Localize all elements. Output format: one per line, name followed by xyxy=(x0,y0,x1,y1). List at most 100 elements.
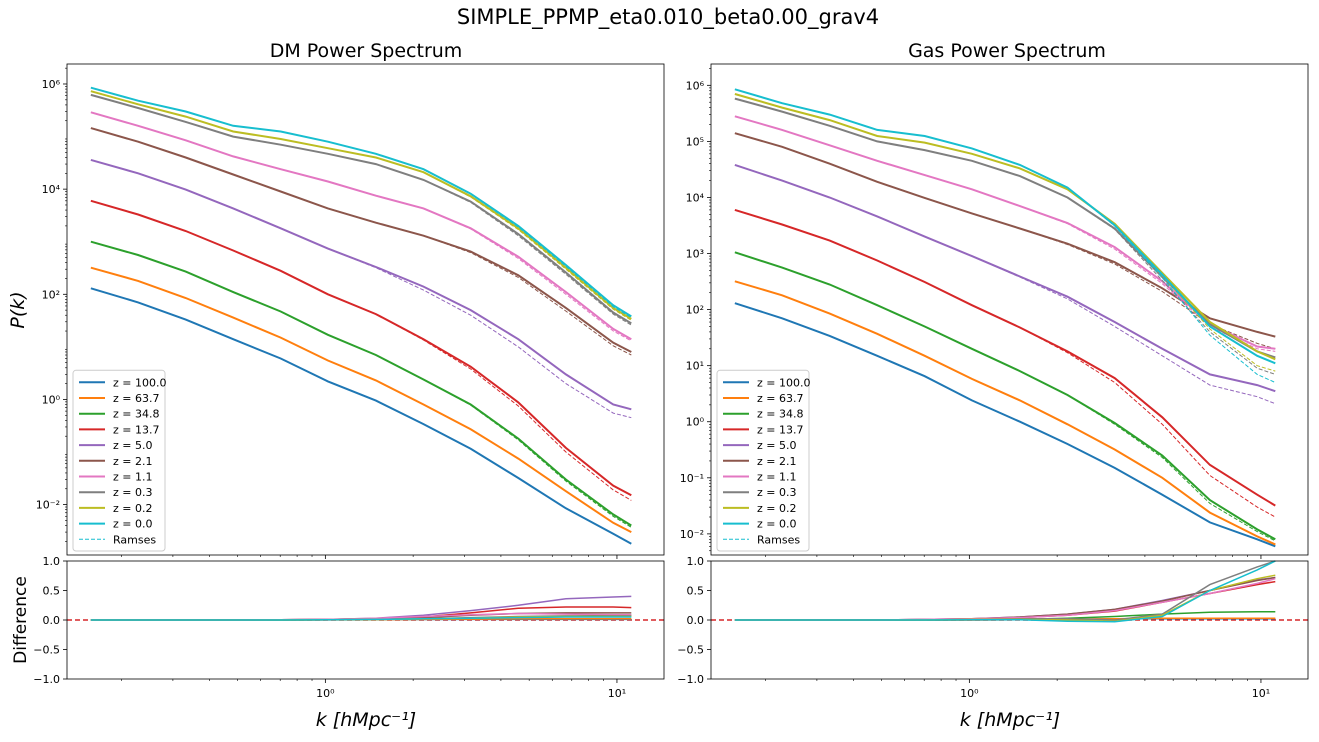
legend-label: z = 100.0 xyxy=(757,376,810,389)
y-tick-label: 10⁰ xyxy=(42,393,61,406)
y-tick-label: 10⁰ xyxy=(686,416,705,429)
panel-title-dm: DM Power Spectrum xyxy=(270,40,463,62)
y-tick-label: 10¹ xyxy=(686,360,704,373)
y-tick-label: 10⁻¹ xyxy=(680,472,704,485)
ramses-series-line xyxy=(90,287,632,545)
ramses-series-line xyxy=(90,241,632,528)
figure-suptitle: SIMPLE_PPMP_eta0.010_beta0.00_grav4 xyxy=(457,5,879,30)
legend-label: Ramses xyxy=(757,533,800,546)
y-tick-label: 10⁴ xyxy=(42,183,61,196)
plot-dm-difference: 1.0 0.5 0.0 −0.5 −1.0 10⁰ 10¹ xyxy=(33,555,665,700)
plot-frame xyxy=(66,560,665,680)
legend-label: z = 0.0 xyxy=(113,518,152,531)
plot-frame xyxy=(66,63,665,556)
plot-frame xyxy=(710,63,1309,556)
legend-label: z = 34.8 xyxy=(113,408,159,421)
y-tick-label: 1.0 xyxy=(687,555,705,568)
y-tick-label: −1.0 xyxy=(677,673,704,686)
y-tick-label: −1.0 xyxy=(33,673,60,686)
legend-label: z = 0.2 xyxy=(757,502,796,515)
y-tick-label: 10⁵ xyxy=(686,135,704,148)
series-line xyxy=(90,287,632,545)
series-line xyxy=(734,163,1276,393)
series-line xyxy=(734,251,1276,541)
x-tick-label: 10¹ xyxy=(608,687,626,700)
series-line xyxy=(90,86,632,318)
panel-title-gas: Gas Power Spectrum xyxy=(908,40,1106,62)
legend-label: z = 13.7 xyxy=(113,423,159,436)
y-tick-label: 1.0 xyxy=(43,555,61,568)
series-line xyxy=(90,93,632,325)
y-tick-label: 0.5 xyxy=(687,585,705,598)
series-line xyxy=(90,199,632,497)
series-line xyxy=(90,90,632,320)
legend: z = 100.0 z = 63.7 z = 34.8 z = 13.7 z = 5.0… xyxy=(72,369,166,552)
legend-label: z = 2.1 xyxy=(113,455,152,468)
legend-label: z = 0.2 xyxy=(113,502,152,515)
y-tick-label: 0.5 xyxy=(43,585,61,598)
y-tick-label: −0.5 xyxy=(33,644,60,657)
legend-label: z = 0.0 xyxy=(757,518,796,531)
y-tick-label: −0.5 xyxy=(677,644,704,657)
series-line xyxy=(734,97,1276,359)
ramses-series-line xyxy=(734,93,1276,372)
legend-label: z = 63.7 xyxy=(757,392,803,405)
y-tick-label: 10⁻² xyxy=(680,528,704,541)
series-line xyxy=(734,88,1276,365)
y-tick-label: 10² xyxy=(42,288,60,301)
plot-frame xyxy=(710,560,1309,680)
y-tick-label: 10² xyxy=(686,304,704,317)
y-tick-label: 10⁴ xyxy=(686,191,705,204)
ramses-series-line xyxy=(90,94,632,326)
legend-label: z = 13.7 xyxy=(757,423,803,436)
y-tick-label: 10⁶ xyxy=(42,78,61,91)
legend-label: z = 0.3 xyxy=(113,486,152,499)
legend-label: z = 2.1 xyxy=(757,455,796,468)
series-line xyxy=(734,560,1276,621)
series-line xyxy=(90,240,632,527)
legend-label: z = 5.0 xyxy=(113,439,152,452)
ramses-series-line xyxy=(90,200,632,501)
legend-label: z = 5.0 xyxy=(757,439,796,452)
ramses-series-line xyxy=(734,251,1276,542)
series-line xyxy=(734,302,1276,548)
legend-box xyxy=(72,369,166,552)
x-tick-label: 10⁰ xyxy=(316,687,335,700)
y-tick-label: 0.0 xyxy=(43,614,61,627)
legend-label: z = 1.1 xyxy=(113,471,152,484)
ramses-series-line xyxy=(90,90,632,321)
series-line xyxy=(734,208,1276,507)
legend-label: z = 0.3 xyxy=(757,486,796,499)
series-line xyxy=(734,280,1276,546)
ramses-series-line xyxy=(90,127,632,356)
y-axis-label-difference: Difference xyxy=(11,576,31,664)
series-line xyxy=(90,158,632,411)
x-axis-label-left: k [hMpc⁻¹] xyxy=(316,709,416,731)
plot-gas-difference: 1.0 0.5 0.0 −0.5 −1.0 10⁰ 10¹ xyxy=(677,555,1309,700)
series-line xyxy=(734,580,1276,621)
legend-label: z = 34.8 xyxy=(757,408,803,421)
series-line xyxy=(734,560,1276,623)
series-line xyxy=(90,127,632,353)
series-line xyxy=(734,93,1276,361)
legend-label: z = 100.0 xyxy=(113,376,166,389)
y-tick-label: 10³ xyxy=(686,248,704,261)
legend-label: Ramses xyxy=(113,533,156,546)
legend: z = 100.0 z = 63.7 z = 34.8 z = 13.7 z = 5.0… xyxy=(716,369,810,552)
legend-label: z = 63.7 xyxy=(113,392,159,405)
y-axis-label-pk: P(k) xyxy=(7,291,29,328)
series-line xyxy=(90,111,632,341)
series-line xyxy=(734,132,1276,338)
x-tick-label: 10¹ xyxy=(1252,687,1270,700)
series-line xyxy=(90,266,632,533)
series-line xyxy=(90,616,632,621)
y-tick-label: 10⁶ xyxy=(686,79,705,92)
legend-label: z = 1.1 xyxy=(757,471,796,484)
ramses-series-line xyxy=(734,302,1276,547)
x-axis-label-right: k [hMpc⁻¹] xyxy=(960,709,1060,731)
y-tick-label: 10⁻² xyxy=(36,499,60,512)
x-tick-label: 10⁰ xyxy=(960,687,979,700)
y-tick-label: 0.0 xyxy=(687,614,705,627)
